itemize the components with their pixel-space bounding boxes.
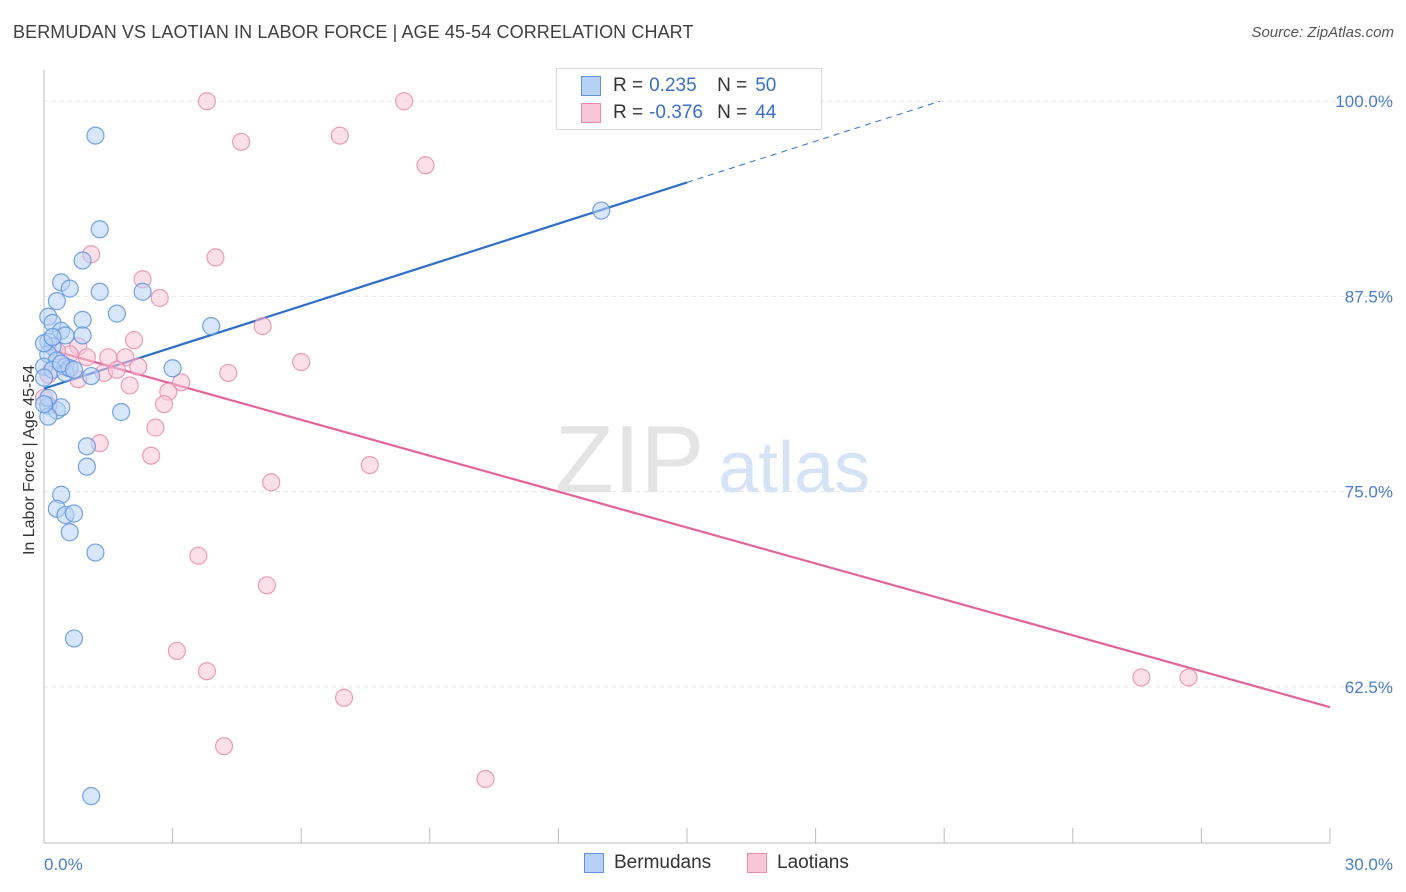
bermudans-trend-extension	[686, 100, 941, 183]
laotians-trend-line	[43, 346, 1331, 709]
laotian-point	[77, 348, 96, 367]
laotian-point	[189, 546, 208, 565]
source-label: Source: ZipAtlas.com	[1251, 24, 1394, 41]
series-bermudans	[34, 126, 611, 806]
laotian-point	[416, 156, 435, 175]
laotian-point	[129, 357, 148, 376]
r-label: R =	[613, 102, 644, 123]
laotian-point	[219, 363, 238, 383]
bermudan-point	[34, 395, 54, 414]
laotian-point	[360, 455, 379, 475]
laotian-point	[330, 126, 349, 145]
r-value: 0.235	[649, 75, 697, 96]
n-label: N =	[717, 75, 748, 96]
bermudan-point	[163, 359, 182, 378]
laotian-point	[1132, 668, 1151, 687]
laotian-point	[253, 317, 272, 336]
bermudan-point	[73, 326, 92, 345]
bermudan-point	[64, 504, 84, 523]
laotian-point	[292, 352, 311, 372]
chart-title: BERMUDAN VS LAOTIAN IN LABOR FORCE | AGE…	[13, 22, 694, 42]
bermudan-point	[64, 360, 84, 379]
x-tick-label: 30.0%	[1345, 855, 1393, 874]
laotian-point	[197, 92, 216, 111]
watermark-zip: ZIP	[555, 406, 704, 513]
laotian-point	[232, 132, 251, 151]
legend-row-bermudans: R = 0.235 N = 50	[581, 73, 776, 99]
bermudan-point	[73, 251, 92, 270]
laotian-point	[206, 248, 225, 267]
laotian-point	[334, 688, 354, 707]
n-value: 44	[755, 102, 777, 123]
trend-lines	[43, 100, 1331, 709]
laotian-point	[394, 92, 414, 111]
laotian-point	[167, 641, 186, 661]
bermudan-point	[133, 282, 152, 301]
grid-lines	[44, 100, 1392, 688]
bermudan-point	[82, 787, 101, 806]
laotian-point	[107, 360, 126, 379]
stats-legend: R = 0.235 N = 50 R = -0.376 N = 44	[556, 68, 822, 130]
bermudan-point	[82, 366, 101, 386]
series-legend: Bermudans Laotians	[0, 852, 1406, 876]
bermudan-point	[202, 317, 221, 336]
laotian-point	[197, 662, 216, 681]
laotian-point	[214, 737, 234, 756]
laotians-swatch	[747, 853, 767, 873]
bermudans-swatch	[581, 76, 601, 96]
bermudan-point	[592, 201, 611, 220]
tick-labels: 62.5% 75.0% 87.5% 100.0% 0.0% 30.0%	[44, 92, 1393, 874]
laotian-point	[154, 395, 174, 414]
watermark-atlas: atlas	[718, 428, 870, 508]
bermudan-point	[60, 523, 79, 542]
data-points	[34, 92, 1198, 806]
n-label: N =	[717, 102, 748, 123]
laotian-point	[150, 288, 169, 308]
bermudan-point	[52, 398, 71, 417]
legend-item-bermudans: Bermudans	[584, 852, 711, 874]
bermudans-trend-line	[43, 181, 688, 390]
r-value: -0.376	[649, 102, 703, 123]
bermudan-point	[34, 368, 54, 387]
y-tick-label: 62.5%	[1345, 678, 1393, 697]
laotian-point	[142, 446, 161, 465]
bermudan-point	[77, 457, 96, 476]
laotian-point	[262, 473, 281, 492]
laotian-point	[120, 376, 139, 395]
watermark: ZIP atlas	[555, 406, 870, 513]
bermudan-point	[107, 304, 126, 323]
y-tick-label: 100.0%	[1335, 92, 1393, 111]
bermudan-point	[73, 310, 92, 329]
n-value: 50	[755, 75, 777, 96]
laotians-swatch	[581, 103, 601, 123]
legend-label: Bermudans	[614, 852, 712, 873]
bermudan-point	[47, 292, 66, 311]
bermudan-point	[90, 220, 109, 239]
laotian-point	[1179, 668, 1198, 687]
y-tick-label: 87.5%	[1345, 287, 1393, 306]
legend-row-laotians: R = -0.376 N = 44	[581, 100, 776, 126]
y-tick-label: 75.0%	[1345, 483, 1393, 502]
bermudan-point	[86, 126, 105, 145]
laotian-point	[476, 769, 495, 789]
bermudans-swatch	[584, 853, 604, 873]
laotian-point	[124, 331, 144, 350]
bermudan-point	[60, 279, 79, 298]
legend-item-laotians: Laotians	[747, 852, 849, 874]
x-tick-label: 0.0%	[44, 855, 83, 874]
legend-label: Laotians	[777, 852, 849, 873]
laotian-point	[146, 418, 165, 437]
laotian-point	[116, 348, 135, 367]
bermudan-point	[77, 437, 96, 456]
bermudan-point	[43, 327, 62, 347]
laotian-point	[172, 373, 191, 392]
r-label: R =	[613, 75, 644, 96]
bermudan-point	[112, 402, 131, 422]
bermudan-point	[86, 543, 105, 562]
laotian-point	[257, 576, 277, 595]
axes	[43, 70, 1331, 844]
bermudan-point	[64, 629, 84, 648]
bermudan-point	[90, 282, 109, 301]
